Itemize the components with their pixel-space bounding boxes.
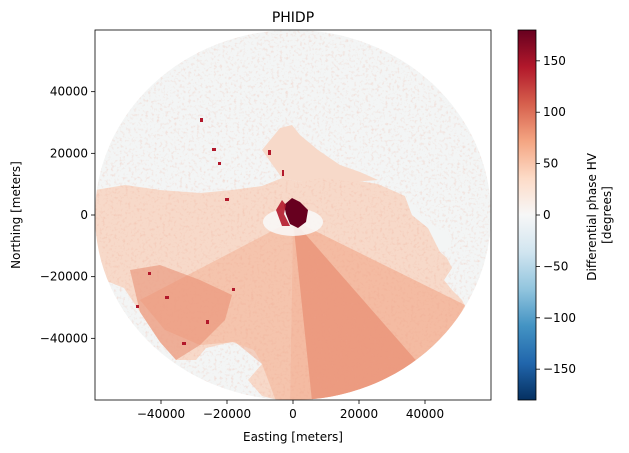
x-tick-label: 40000 (406, 407, 444, 421)
colorbar-tick-label: −100 (543, 311, 576, 325)
colorbar-tick-label: −150 (543, 362, 576, 376)
colorbar-tick-label: −50 (543, 259, 568, 273)
colorbar-label-line1: Differential phase HV (585, 152, 599, 280)
x-axis-label: Easting [meters] (243, 430, 343, 444)
y-tick-label: 20000 (50, 146, 88, 160)
echo-region (95, 30, 491, 400)
y-tick-label: −40000 (40, 331, 88, 345)
colorbar-tick-label: 150 (543, 54, 566, 68)
x-tick-label: 20000 (340, 407, 378, 421)
y-ticks: −40000 −20000 0 20000 40000 (40, 85, 95, 345)
colorbar-tick-label: 100 (543, 105, 566, 119)
plot-area (95, 30, 491, 400)
colorbar-tick-label: 0 (543, 208, 551, 222)
colorbar-tick-label: 50 (543, 157, 558, 171)
x-tick-label: −20000 (203, 407, 251, 421)
y-axis-label: Northing [meters] (9, 161, 23, 269)
colorbar (517, 29, 537, 401)
center-clutter (284, 198, 308, 228)
colorbar-label-line2: [degrees] (600, 186, 614, 244)
y-tick-label: −20000 (40, 270, 88, 284)
chart-title: PHIDP (272, 10, 314, 26)
colorbar-label: Differential phase HV [degrees] (585, 149, 614, 281)
y-tick-label: 0 (80, 208, 88, 222)
x-tick-label: 0 (289, 407, 297, 421)
center-clutter-rim (276, 200, 290, 226)
x-ticks: −40000 −20000 0 20000 40000 (137, 400, 444, 421)
colorbar-ticks: −150 −100 −50 0 50 100 150 (536, 54, 576, 376)
echo-north (262, 125, 378, 182)
y-tick-label: 40000 (50, 85, 88, 99)
clutter-speckles (136, 118, 284, 345)
echo-gap-east (405, 196, 452, 252)
x-tick-label: −40000 (137, 407, 185, 421)
